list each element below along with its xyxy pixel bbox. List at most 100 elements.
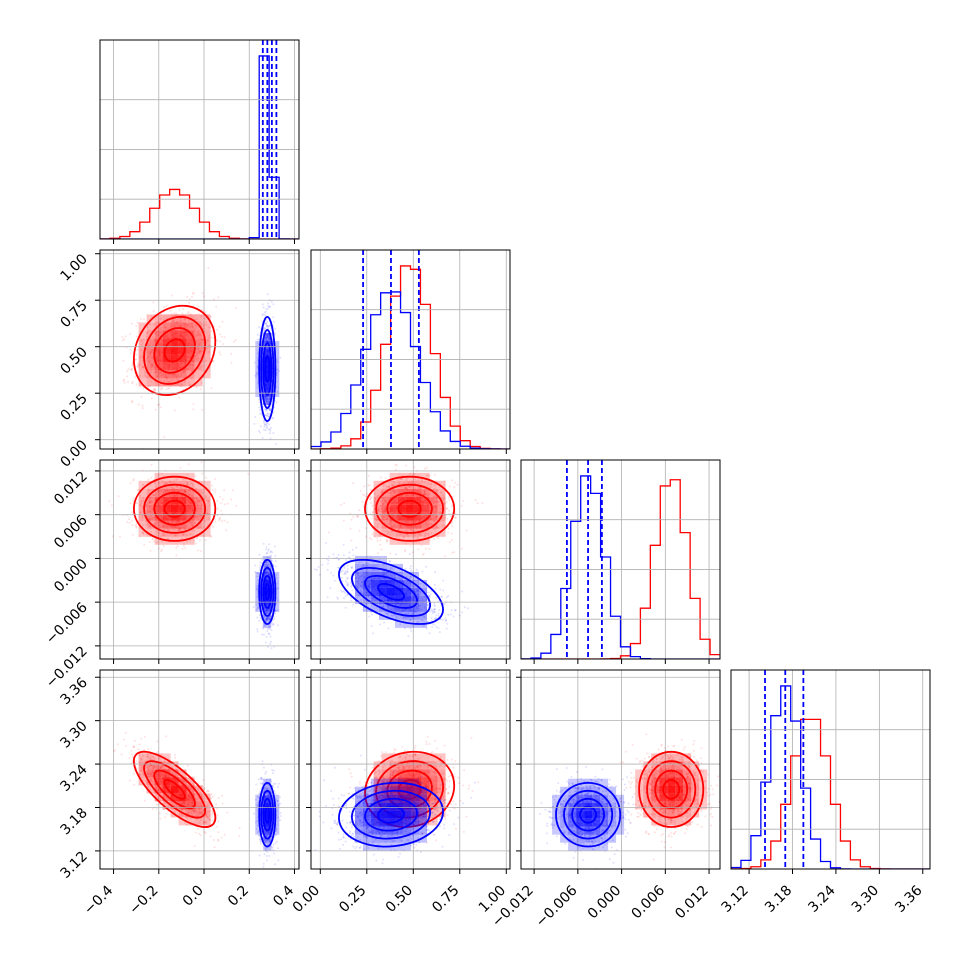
sample-point [404, 487, 407, 490]
sample-point [138, 511, 141, 514]
density-cell [162, 496, 171, 505]
sample-point [385, 538, 388, 541]
sample-point [202, 526, 205, 528]
density-cell [154, 472, 163, 481]
density-cell [186, 520, 195, 529]
sample-point [136, 489, 139, 492]
density-cell [146, 314, 155, 323]
density-cell [138, 528, 147, 537]
sample-point [141, 366, 144, 369]
sample-point [410, 529, 413, 532]
density-cell [186, 504, 195, 513]
sample-point [210, 387, 213, 390]
sample-point [218, 325, 221, 328]
contour [262, 575, 273, 609]
density-cell [194, 346, 203, 355]
density-cell [178, 370, 187, 379]
sample-point [194, 475, 197, 478]
density-cell [146, 362, 155, 371]
sample-point [269, 551, 272, 554]
sample-point [270, 550, 272, 553]
density-cell [202, 528, 211, 537]
sample-point [413, 473, 416, 476]
sample-point [198, 499, 201, 502]
sample-point [454, 516, 457, 519]
density-cell [381, 512, 390, 521]
sample-point [148, 496, 151, 499]
sample-point [139, 356, 142, 359]
sample-point [150, 500, 153, 503]
sample-point [263, 421, 265, 424]
sample-point [149, 500, 152, 503]
sample-point [420, 544, 423, 547]
sample-point [405, 479, 408, 482]
sample-point [157, 547, 160, 550]
sample-point [267, 428, 270, 431]
sample-point [257, 578, 260, 581]
sample-point [152, 494, 155, 497]
sample-point [385, 540, 388, 543]
sample-point [265, 617, 268, 620]
sample-point [160, 490, 163, 493]
sample-point [153, 388, 156, 391]
sample-point [401, 535, 404, 538]
sample-point [377, 509, 380, 512]
sample-point [261, 556, 264, 559]
sample-point [398, 482, 401, 485]
sample-point [149, 496, 152, 499]
sample-point [269, 627, 272, 630]
sample-point [369, 498, 371, 500]
sample-point [256, 595, 259, 598]
sample-point [204, 317, 206, 320]
sample-point [266, 618, 268, 621]
sample-point [219, 333, 221, 336]
sample-point [200, 550, 202, 553]
sample-point [148, 344, 151, 347]
sample-point [374, 503, 376, 506]
sample-point [267, 327, 270, 330]
sample-point [260, 413, 263, 416]
sample-point [192, 408, 195, 411]
sample-point [152, 323, 155, 326]
sample-point [430, 531, 433, 534]
sample-point [269, 437, 272, 440]
sample-point [404, 550, 407, 553]
sample-point [267, 302, 270, 305]
sample-point [159, 318, 162, 321]
sample-point [269, 567, 272, 570]
density-cell [186, 496, 195, 505]
sample-point [460, 504, 463, 507]
sample-point [440, 496, 443, 499]
sample-point [150, 366, 153, 368]
density-cell [146, 354, 155, 363]
sample-point [265, 569, 268, 571]
sample-point [417, 583, 420, 586]
density-cell [186, 480, 195, 489]
sample-point [134, 524, 137, 527]
sample-point [265, 324, 268, 327]
sample-point [408, 486, 411, 489]
sample-point [363, 494, 366, 497]
sample-point [386, 523, 389, 526]
sample-point [140, 500, 143, 502]
sample-point [256, 630, 259, 633]
sample-point [223, 519, 226, 522]
sample-point [259, 431, 262, 434]
sample-point [265, 618, 268, 621]
sample-point [148, 501, 151, 504]
sample-point [234, 306, 237, 309]
sample-point [149, 363, 152, 366]
density-cell [194, 528, 203, 537]
sample-point [204, 311, 207, 314]
density-cell [381, 480, 390, 489]
sample-point [455, 516, 457, 519]
sample-point [448, 499, 451, 501]
sample-point [179, 317, 182, 320]
sample-point [264, 624, 267, 627]
sample-point [267, 548, 270, 551]
sample-point [217, 296, 220, 299]
contour [133, 475, 217, 542]
sample-point [204, 495, 207, 498]
sample-point [210, 330, 213, 333]
density-cell [429, 512, 438, 521]
